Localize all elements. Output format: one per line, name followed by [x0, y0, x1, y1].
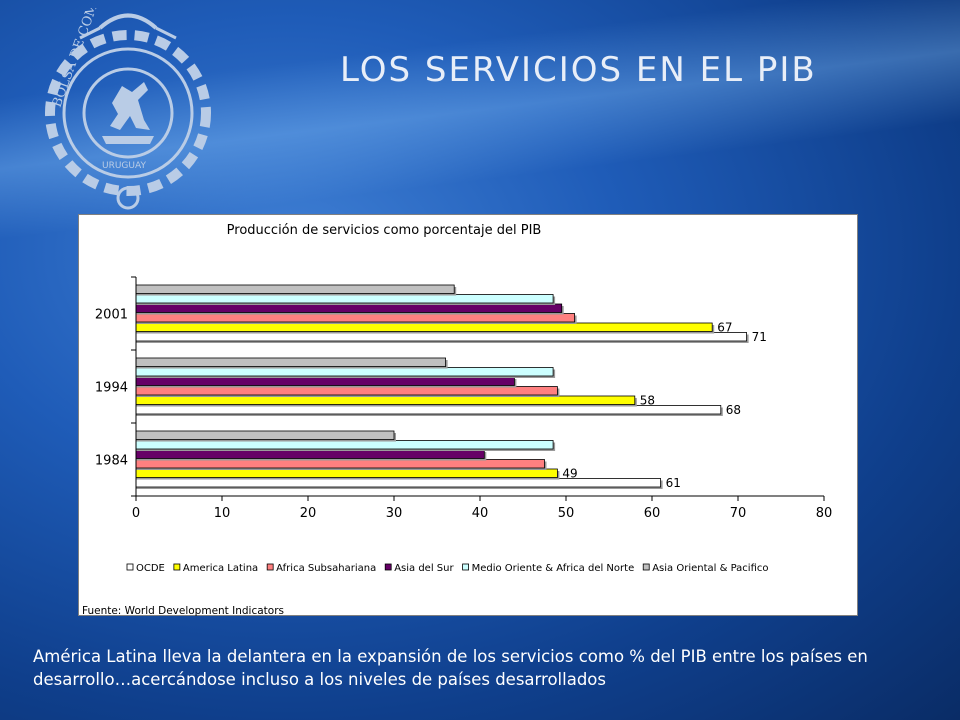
chart-panel: Producción de servicios como porcentaje … — [78, 214, 858, 617]
x-tick-label: 60 — [644, 506, 661, 521]
bar-africa-subsahariana-2001 — [135, 313, 576, 323]
x-tick-label: 0 — [132, 506, 140, 521]
legend-swatch — [173, 563, 181, 571]
legend-swatch — [462, 563, 469, 571]
bar-africa-subsahariana-1984 — [135, 459, 545, 469]
x-tick-label: 20 — [300, 506, 317, 521]
legend-label: Medio Oriente & Africa del Norte — [472, 563, 635, 574]
legend-label: Africa Subsahariana — [276, 563, 376, 574]
bar-medio-oriente-africa-del-norte-1994 — [135, 367, 554, 377]
legend-swatch — [642, 563, 650, 571]
bar-data-label: 58 — [640, 394, 655, 408]
services-gdp-bar-chart: Producción de servicios como porcentaje … — [82, 223, 833, 617]
bar-data-label: 71 — [752, 330, 767, 344]
x-tick-label: 40 — [472, 506, 489, 521]
x-tick-label: 50 — [558, 506, 575, 521]
x-tick-label: 30 — [386, 506, 403, 521]
x-tick-label: 70 — [730, 506, 747, 521]
bar-asia-del-sur-2001 — [135, 303, 563, 313]
page-title: LOS SERVICIOS EN EL PIB — [340, 50, 817, 90]
bar-asia-oriental-pacifico-1994 — [135, 357, 447, 367]
bar-ocde-2001 — [135, 332, 747, 342]
bar-medio-oriente-africa-del-norte-2001 — [135, 294, 554, 304]
bar-america-latina-1994 — [135, 395, 636, 405]
y-tick-label: 1994 — [95, 381, 128, 396]
logo-text-bottom: URUGUAY — [102, 161, 146, 171]
bar-america-latina-1984 — [135, 468, 558, 478]
legend-label: America Latina — [183, 563, 258, 574]
x-tick-label: 10 — [214, 506, 231, 521]
legend-label: OCDE — [136, 563, 165, 574]
bar-data-label: 49 — [562, 467, 577, 481]
legend-swatch — [384, 563, 392, 571]
y-tick-label: 2001 — [95, 308, 128, 323]
x-tick-label: 80 — [816, 506, 833, 521]
legend-swatch — [126, 563, 134, 571]
bar-asia-del-sur-1994 — [135, 376, 515, 386]
legend-swatch — [266, 563, 274, 571]
bar-ocde-1994 — [135, 405, 722, 415]
legend-label: Asia del Sur — [394, 563, 454, 574]
bar-asia-del-sur-1984 — [135, 449, 485, 459]
y-tick-label: 1984 — [95, 454, 128, 469]
bar-medio-oriente-africa-del-norte-1984 — [135, 440, 554, 450]
bar-ocde-1984 — [135, 478, 661, 488]
bar-africa-subsahariana-1994 — [135, 386, 558, 396]
bar-data-label: 61 — [666, 476, 681, 490]
bolsa-de-comercio-logo: BOLSA DE COMERCIO URUGUAY — [45, 8, 211, 210]
chart-source: Fuente: World Development Indicators — [82, 605, 284, 617]
caption-text: América Latina lleva la delantera en la … — [33, 647, 868, 689]
chart-title: Producción de servicios como porcentaje … — [227, 223, 542, 238]
bar-data-label: 68 — [726, 403, 741, 417]
bar-asia-oriental-pacifico-2001 — [135, 284, 455, 294]
legend-label: Asia Oriental & Pacifico — [652, 563, 768, 574]
bar-asia-oriental-pacifico-1984 — [135, 430, 395, 440]
bar-america-latina-2001 — [135, 322, 713, 332]
bar-data-label: 67 — [717, 321, 732, 335]
